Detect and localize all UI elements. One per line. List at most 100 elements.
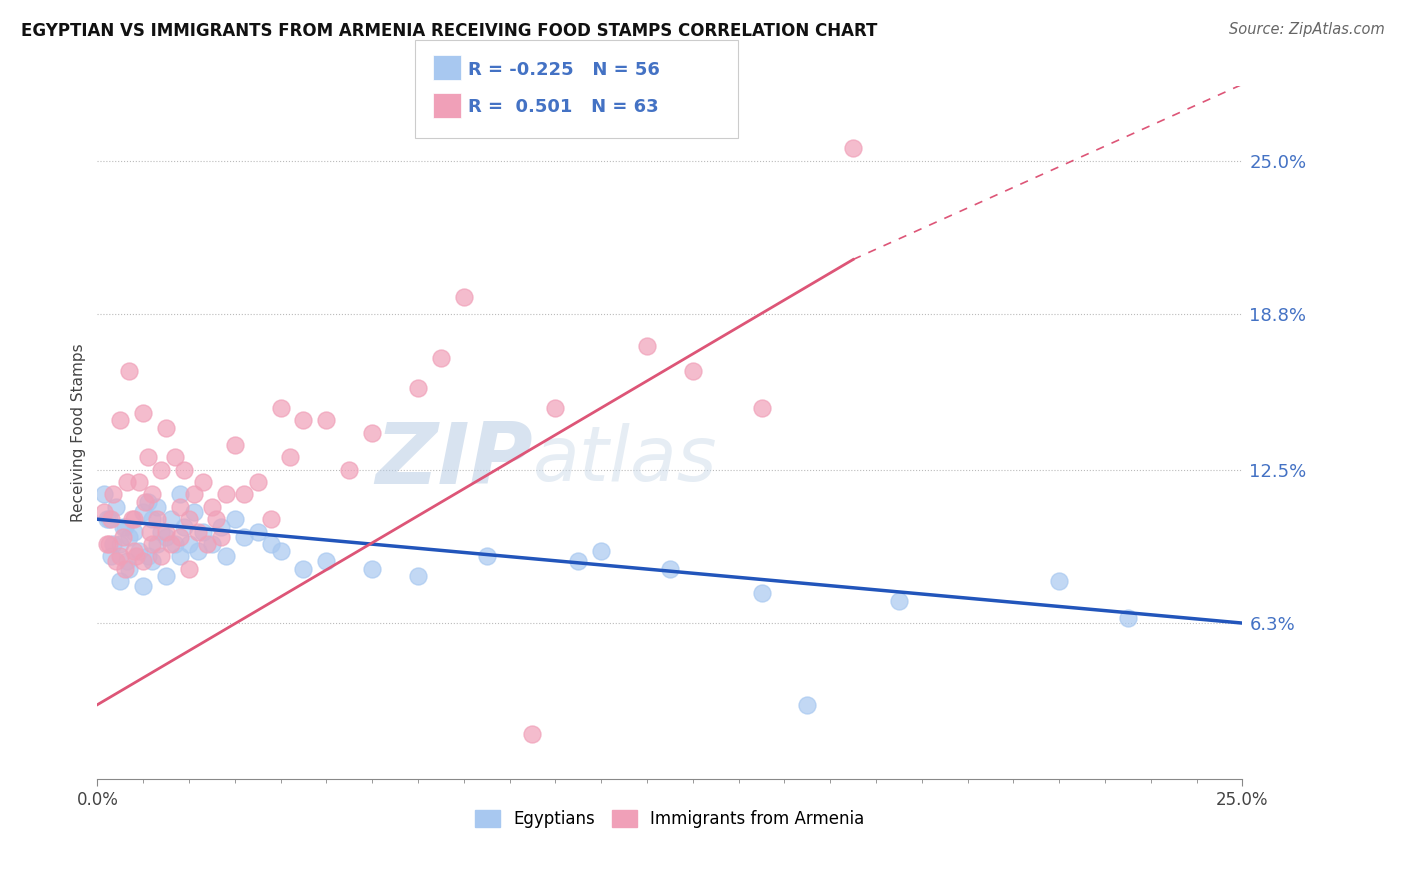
Point [97, 537, 120, 551]
Point [246, 524, 269, 539]
Point [173, 519, 195, 533]
Point [191, 524, 214, 539]
Point [177, 562, 200, 576]
Point [136, 450, 159, 465]
Point [118, 364, 141, 378]
Point [183, 505, 205, 519]
Point [887, 594, 910, 608]
Point [224, 438, 246, 452]
Point [146, 500, 169, 514]
Point [751, 586, 773, 600]
Point [246, 475, 269, 489]
Point [141, 487, 163, 501]
Point [93, 505, 115, 519]
Point [842, 141, 865, 155]
Point [195, 537, 218, 551]
Point [201, 500, 224, 514]
Point [132, 554, 155, 568]
Point [224, 512, 246, 526]
Point [150, 549, 173, 564]
Point [177, 537, 200, 551]
Point [260, 537, 283, 551]
Point [567, 554, 589, 568]
Point [475, 549, 498, 564]
Point [114, 519, 136, 533]
Point [134, 495, 156, 509]
Point [132, 406, 155, 420]
Text: EGYPTIAN VS IMMIGRANTS FROM ARMENIA RECEIVING FOOD STAMPS CORRELATION CHART: EGYPTIAN VS IMMIGRANTS FROM ARMENIA RECE… [21, 22, 877, 40]
Point [150, 463, 173, 477]
Legend: Egyptians, Immigrants from Armenia: Egyptians, Immigrants from Armenia [470, 805, 869, 833]
Point [141, 554, 163, 568]
Point [128, 544, 150, 558]
Point [97, 512, 120, 526]
Point [270, 401, 292, 415]
Point [201, 537, 224, 551]
Point [209, 529, 232, 543]
Point [209, 519, 232, 533]
Point [522, 727, 544, 741]
Point [796, 698, 818, 712]
Point [591, 544, 613, 558]
Point [406, 569, 429, 583]
Point [361, 425, 384, 440]
Point [260, 512, 283, 526]
Point [104, 500, 127, 514]
Point [155, 569, 177, 583]
Text: R = -0.225   N = 56: R = -0.225 N = 56 [468, 61, 659, 78]
Point [751, 401, 773, 415]
Point [93, 487, 115, 501]
Point [205, 512, 228, 526]
Point [187, 524, 209, 539]
Point [183, 487, 205, 501]
Point [1116, 611, 1139, 625]
Point [115, 554, 138, 568]
Point [1047, 574, 1070, 588]
Point [169, 549, 191, 564]
Point [100, 512, 122, 526]
Point [292, 413, 315, 427]
Point [122, 512, 145, 526]
Point [155, 529, 177, 543]
Y-axis label: Receiving Food Stamps: Receiving Food Stamps [72, 343, 86, 522]
Point [682, 364, 704, 378]
Point [155, 420, 177, 434]
Point [141, 537, 163, 551]
Point [173, 463, 195, 477]
Point [128, 475, 150, 489]
Point [103, 537, 125, 551]
Point [169, 487, 191, 501]
Point [96, 512, 118, 526]
Point [232, 487, 254, 501]
Point [636, 339, 658, 353]
Point [155, 524, 177, 539]
Point [110, 413, 132, 427]
Point [146, 537, 169, 551]
Point [111, 519, 134, 533]
Point [115, 475, 138, 489]
Point [214, 487, 236, 501]
Point [337, 463, 360, 477]
Point [169, 529, 191, 543]
Point [141, 512, 163, 526]
Point [292, 562, 315, 576]
Point [118, 529, 141, 543]
Point [104, 554, 127, 568]
Point [103, 487, 125, 501]
Text: atlas: atlas [533, 424, 717, 498]
Point [169, 500, 191, 514]
Point [121, 512, 143, 526]
Point [159, 537, 181, 551]
Point [118, 562, 141, 576]
Point [150, 524, 173, 539]
Point [232, 529, 254, 543]
Point [361, 562, 384, 576]
Point [406, 381, 429, 395]
Point [165, 537, 187, 551]
Point [136, 549, 159, 564]
Point [270, 544, 292, 558]
Point [100, 549, 122, 564]
Point [165, 450, 187, 465]
Point [278, 450, 301, 465]
Point [430, 351, 453, 366]
